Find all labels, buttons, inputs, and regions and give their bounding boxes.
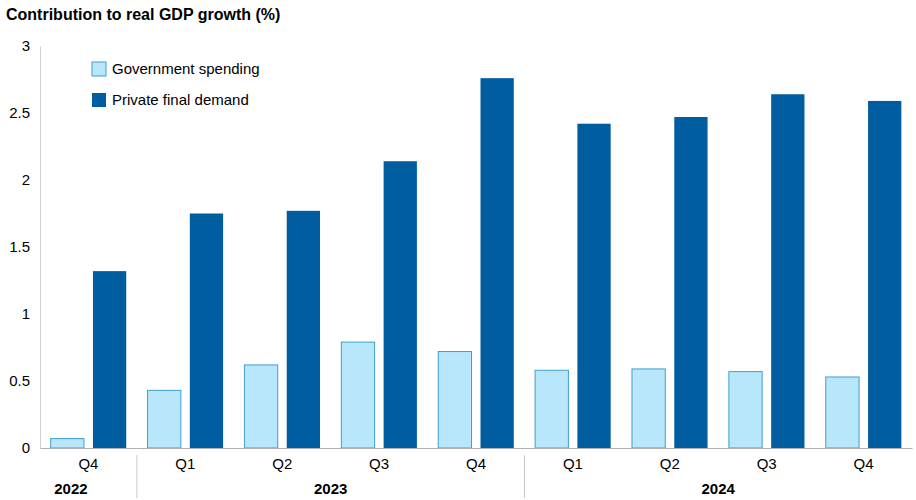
x-tick-label: Q3 [369,455,389,472]
bar [826,377,859,448]
year-label: 2023 [314,480,347,497]
bar [93,271,126,448]
bar [481,78,514,448]
y-axis: 0 0.5 1 1.5 2 2.5 3 [9,37,40,456]
bar [51,439,84,448]
x-axis: Q4 Q1 Q2 Q3 Q4 Q1 Q2 Q3 Q4 [41,449,913,472]
bar [632,369,665,448]
y-tick: 1.5 [9,238,40,255]
x-tick: Q4 [854,455,874,472]
year-separator [136,455,137,498]
x-tick-label: Q4 [466,455,486,472]
y-tick-label: 0 [22,439,30,456]
y-tick: 0 [22,439,40,456]
legend-label: Private final demand [112,91,249,108]
bar [771,94,804,448]
title: Contribution to real GDP growth (%) [6,6,280,23]
year-separator [524,455,525,498]
bar [868,101,901,448]
x-axis-line [41,448,913,449]
x-tick-label: Q2 [272,455,292,472]
x-tick-label: Q3 [757,455,777,472]
bar [341,342,374,448]
bars [51,78,902,448]
year-groups: 2022 2023 2024 [54,455,735,498]
bar [438,352,471,448]
x-tick-label: Q2 [660,455,680,472]
y-axis-line [40,47,41,449]
bar [577,124,610,448]
y-tick: 2 [22,171,40,188]
legend-label: Government spending [112,60,260,77]
x-tick: Q2 [272,455,292,472]
bar [674,117,707,448]
bar [148,390,181,448]
x-tick: Q3 [757,455,777,472]
x-tick: Q1 [175,455,195,472]
y-tick: 1 [22,305,40,322]
chart: Contribution to real GDP growth (%) 0 0.5 1… [0,0,916,500]
bar [384,161,417,448]
x-tick: Q2 [660,455,680,472]
year-label: 2022 [54,480,87,497]
y-tick-label: 2 [22,171,30,188]
bar [190,214,223,449]
x-tick-label: Q4 [78,455,98,472]
year-label: 2024 [702,480,736,497]
bar [729,372,762,448]
x-tick-label: Q4 [854,455,874,472]
y-tick-label: 1.5 [9,238,30,255]
y-tick: 0.5 [9,372,40,389]
y-tick-label: 2.5 [9,104,30,121]
x-tick: Q3 [369,455,389,472]
y-tick-label: 0.5 [9,372,30,389]
bar [244,365,277,448]
bar [287,211,320,448]
x-tick-label: Q1 [563,455,583,472]
legend: Government spending Private final demand [92,60,260,108]
x-tick: Q4 [78,455,98,472]
x-tick: Q4 [466,455,486,472]
x-tick-label: Q1 [175,455,195,472]
y-tick-label: 1 [22,305,30,322]
legend-swatch [92,62,106,76]
y-tick: 3 [22,37,40,54]
y-tick-label: 3 [22,37,30,54]
y-tick: 2.5 [9,104,40,121]
x-tick: Q1 [563,455,583,472]
bar [535,370,568,448]
legend-swatch [92,93,106,107]
